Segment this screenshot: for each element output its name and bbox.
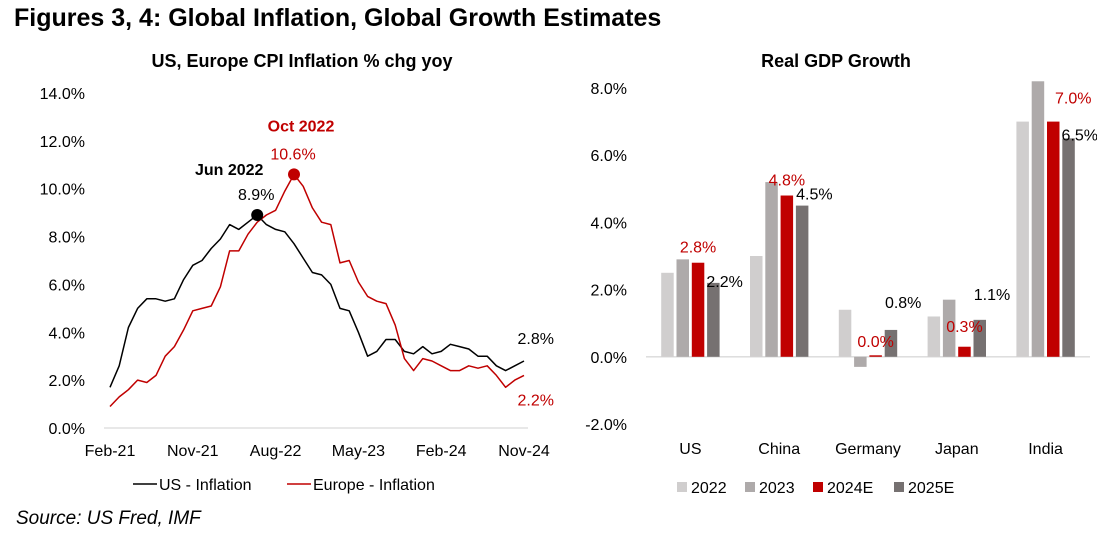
bar-japan-2022 [927, 316, 941, 357]
bar-india-2023 [1031, 81, 1045, 357]
end-value-label: 2.2% [518, 392, 554, 409]
legend-label: 2022 [691, 480, 727, 497]
bar-india-2024e [1047, 121, 1060, 357]
bar-data-label: 4.5% [796, 187, 832, 204]
bar-china-2025e [795, 205, 809, 357]
bar-us-2024e [691, 262, 705, 357]
legend-label: 2025E [908, 480, 954, 497]
us-inflationline [109, 214, 525, 388]
bar-y-tick-label: 2.0% [591, 283, 627, 300]
peak-date-label: Oct 2022 [268, 118, 335, 135]
legend-swatch [813, 482, 823, 492]
bar-x-tick-label: Japan [935, 441, 979, 458]
bar-china-2023 [765, 182, 778, 357]
bar-japan-2025e [973, 319, 986, 357]
bar-data-label: 4.8% [769, 173, 805, 190]
bar-germany-2025e [884, 329, 898, 357]
inflation-line-chart: US, Europe CPI Inflation % chg yoy 0.0% 2… [40, 51, 554, 494]
line-y-tick-label: 6.0% [49, 277, 85, 294]
bar-india-2022 [1016, 121, 1029, 357]
bar-x-tick-label: US [679, 441, 701, 458]
legend-swatch [894, 482, 904, 492]
bar-germany-2023 [854, 356, 867, 367]
bar-data-label: 2.8% [680, 240, 716, 257]
line-x-tick-label: Feb-24 [416, 443, 467, 460]
bar-y-tick-label: 0.0% [591, 350, 627, 367]
line-y-tick-label: 14.0% [40, 86, 85, 103]
bar-us-2025e [707, 282, 720, 357]
line-chart-legend: US - Inflation Europe - Inflation [133, 477, 435, 494]
bar-y-tick-label: 6.0% [591, 148, 627, 165]
line-y-tick-label: 4.0% [49, 325, 85, 342]
bar-germany-2024e [869, 355, 882, 357]
bar-data-label: 7.0% [1055, 91, 1091, 108]
bar-japan-2023 [942, 299, 956, 357]
gdp-bar-chart: Real GDP Growth -2.0% 0.0% 2.0% 4.0% 6.0% 8.0… [585, 51, 1097, 497]
bar-germany-2022 [838, 309, 852, 357]
legend-label: 2024E [827, 480, 873, 497]
bar-data-label: 2.2% [706, 274, 742, 291]
bar-x-tick-label: China [758, 441, 800, 458]
line-y-tick-label: 12.0% [40, 134, 85, 151]
bar-data-label: 1.1% [974, 287, 1010, 304]
bar-china-2022 [750, 256, 763, 357]
bar-india-2025e [1062, 138, 1075, 357]
bar-japan-2024e [958, 346, 971, 357]
bar-y-tick-label: -2.0% [585, 417, 627, 434]
bar-data-label: 0.0% [857, 334, 893, 351]
line-x-tick-label: May-23 [332, 443, 385, 460]
line-y-tick-label: 8.0% [49, 230, 85, 247]
bar-data-label: 0.8% [885, 295, 921, 312]
bar-chart-title: Real GDP Growth [761, 51, 911, 71]
line-x-tick-label: Feb-21 [85, 443, 136, 460]
europe-inflationline [109, 173, 525, 408]
bar-x-tick-label: Germany [835, 441, 901, 458]
line-x-tick-label: Nov-24 [498, 443, 550, 460]
legend-swatch [745, 482, 755, 492]
peak-marker [251, 209, 264, 222]
bar-us-2022 [661, 272, 674, 357]
bar-china-2024e [780, 195, 794, 357]
legend-label: 2023 [759, 480, 795, 497]
bar-y-tick-label: 8.0% [591, 81, 627, 98]
source-note: Source: US Fred, IMF [16, 508, 201, 529]
peak-value-label: 10.6% [270, 146, 315, 163]
line-y-tick-label: 10.0% [40, 182, 85, 199]
bar-data-label: 6.5% [1062, 127, 1097, 144]
figure-title: Figures 3, 4: Global Inflation, Global G… [14, 4, 662, 32]
line-x-tick-label: Nov-21 [167, 443, 219, 460]
peak-marker [288, 168, 300, 181]
end-value-label: 2.8% [518, 331, 554, 348]
line-y-tick-label: 2.0% [49, 373, 85, 390]
line-x-tick-label: Aug-22 [250, 443, 302, 460]
line-y-tick-label: 0.0% [49, 421, 85, 438]
bar-y-tick-label: 4.0% [591, 215, 627, 232]
legend-label: Europe - Inflation [313, 477, 435, 494]
peak-value-label: 8.9% [238, 187, 274, 204]
bar-us-2023 [676, 259, 689, 357]
legend-label: US - Inflation [159, 477, 251, 494]
bar-data-label: 0.3% [946, 319, 982, 336]
bar-x-tick-label: India [1028, 441, 1063, 458]
line-chart-title: US, Europe CPI Inflation % chg yoy [151, 51, 452, 71]
legend-swatch [677, 482, 687, 492]
bar-chart-legend: 2022 2023 2024E 2025E [677, 480, 954, 497]
peak-date-label: Jun 2022 [195, 162, 264, 179]
